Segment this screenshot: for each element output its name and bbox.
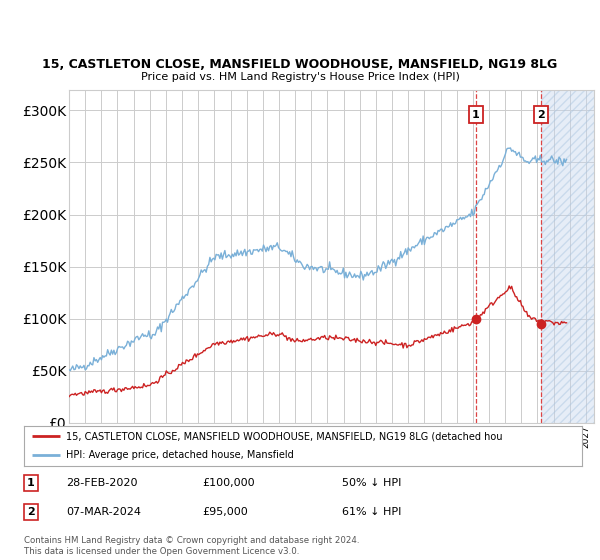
Text: 15, CASTLETON CLOSE, MANSFIELD WOODHOUSE, MANSFIELD, NG19 8LG: 15, CASTLETON CLOSE, MANSFIELD WOODHOUSE… [43, 58, 557, 71]
Text: 1: 1 [27, 478, 35, 488]
Text: £100,000: £100,000 [203, 478, 255, 488]
Text: 2: 2 [27, 507, 35, 517]
Text: Contains HM Land Registry data © Crown copyright and database right 2024.
This d: Contains HM Land Registry data © Crown c… [24, 536, 359, 556]
Text: 28-FEB-2020: 28-FEB-2020 [66, 478, 137, 488]
Text: £95,000: £95,000 [203, 507, 248, 517]
Text: 1: 1 [472, 110, 479, 120]
Text: 50% ↓ HPI: 50% ↓ HPI [342, 478, 401, 488]
Text: 07-MAR-2024: 07-MAR-2024 [66, 507, 141, 517]
Text: 2: 2 [537, 110, 545, 120]
Text: HPI: Average price, detached house, Mansfield: HPI: Average price, detached house, Mans… [66, 450, 293, 460]
Bar [541, 90, 594, 423]
Text: 15, CASTLETON CLOSE, MANSFIELD WOODHOUSE, MANSFIELD, NG19 8LG (detached hou: 15, CASTLETON CLOSE, MANSFIELD WOODHOUSE… [66, 432, 502, 441]
Text: Price paid vs. HM Land Registry's House Price Index (HPI): Price paid vs. HM Land Registry's House … [140, 72, 460, 82]
Text: 61% ↓ HPI: 61% ↓ HPI [342, 507, 401, 517]
